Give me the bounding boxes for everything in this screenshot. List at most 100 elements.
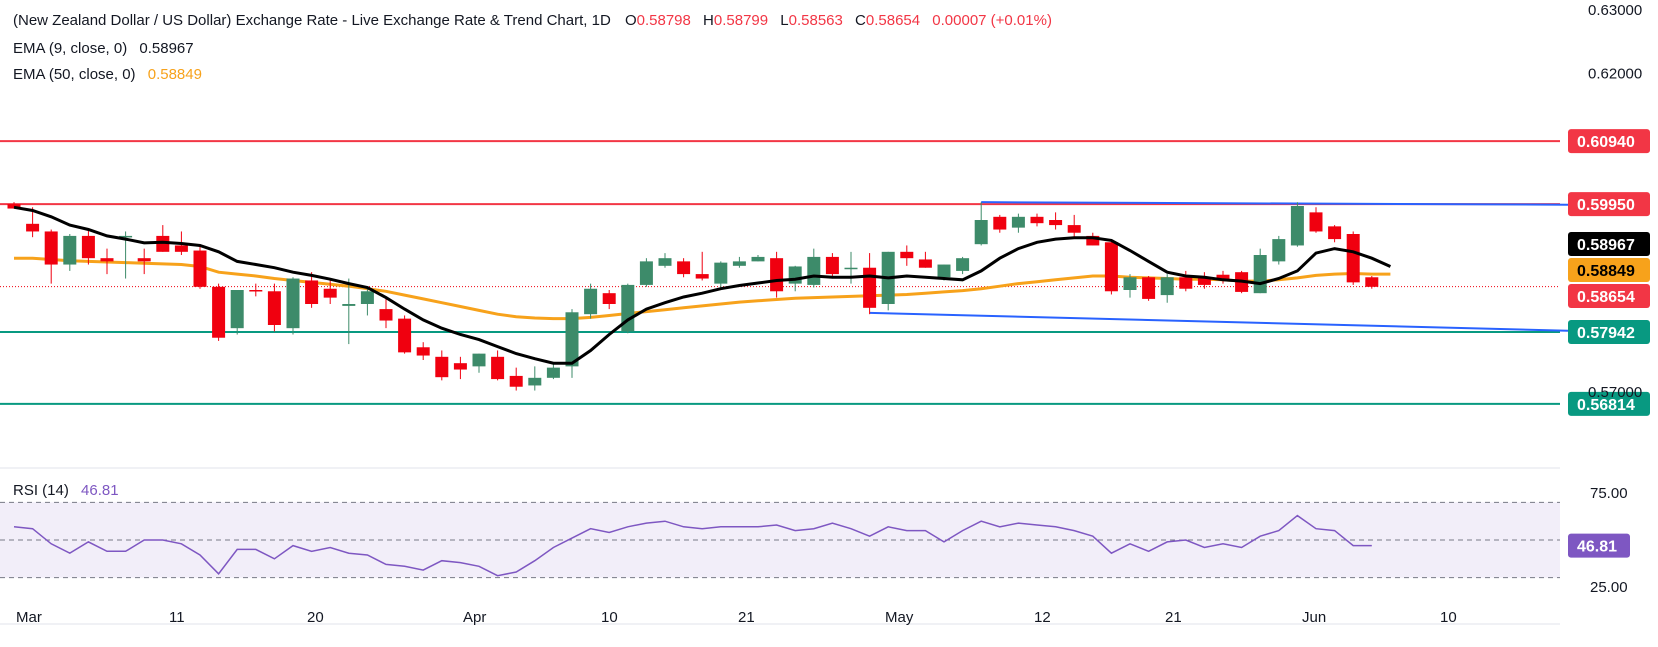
candle <box>639 258 653 287</box>
candle <box>602 290 616 310</box>
time-tick-label: 21 <box>1165 609 1182 626</box>
candle-body <box>342 304 356 306</box>
candle <box>844 251 858 284</box>
candle-body <box>286 278 300 329</box>
candle <box>305 272 319 308</box>
time-tick-label: 12 <box>1034 609 1051 626</box>
candle-body <box>100 258 114 262</box>
candle <box>249 283 263 297</box>
candle-body <box>416 347 430 356</box>
candle-body <box>472 353 486 367</box>
candle <box>1309 207 1323 233</box>
candle <box>956 256 970 275</box>
candle <box>621 283 635 334</box>
candle-body <box>230 290 244 329</box>
candle-body <box>360 291 374 304</box>
candle-body <box>863 267 877 308</box>
time-tick-label: 20 <box>307 609 324 626</box>
candle <box>974 202 988 246</box>
rsi-tick-label: 75.00 <box>1590 485 1628 502</box>
candle-body <box>1142 277 1156 299</box>
time-axis: Mar 11 20 Apr 10 21 May 12 21 Jun 10 <box>16 609 1457 626</box>
candle <box>1030 213 1044 227</box>
candle <box>863 253 877 315</box>
candle <box>565 309 579 378</box>
candle-body <box>1030 216 1044 224</box>
candle-body <box>81 235 95 259</box>
time-tick-label: 10 <box>601 609 618 626</box>
candle <box>807 248 821 288</box>
ohlc-low-value: 0.58563 <box>788 12 843 29</box>
candle-body <box>323 288 337 298</box>
candlestick-series <box>7 202 1379 391</box>
candle-body <box>639 261 653 285</box>
level-tag <box>1568 320 1650 344</box>
candle <box>323 278 337 304</box>
candle-body <box>1011 216 1025 228</box>
candle-body <box>807 256 821 285</box>
level-tag <box>1568 129 1650 154</box>
ohlc-high-label: H <box>703 12 714 29</box>
candle <box>44 229 58 284</box>
rsi-value-tag-label: 46.81 <box>1577 539 1617 556</box>
chart-header-line: (New Zealand Dollar / US Dollar) Exchang… <box>13 12 1052 29</box>
candle <box>993 214 1007 233</box>
level-tag-label: 0.60940 <box>1577 134 1635 151</box>
time-tick-label: 11 <box>169 609 185 626</box>
price-tick-label: 0.57000 <box>1588 384 1642 401</box>
candle-body <box>1197 277 1211 285</box>
candle-body <box>7 204 21 209</box>
time-tick-label: Mar <box>16 609 42 626</box>
rsi-panel: 75.00 25.00 46.81 <box>0 485 1630 596</box>
candle-body <box>1123 277 1137 290</box>
candle-body <box>453 363 467 370</box>
candle-body <box>658 258 672 266</box>
candle-body <box>956 258 970 271</box>
ema9-legend-value: 0.58967 <box>139 40 194 57</box>
candle-body <box>565 312 579 367</box>
candle <box>546 363 560 380</box>
candle-body <box>509 375 523 387</box>
candle-body <box>732 261 746 266</box>
ohlc-change: 0.00007 (+0.01%) <box>932 12 1052 29</box>
price-tag <box>1568 258 1650 282</box>
candle-body <box>174 245 188 252</box>
time-tick-label: 21 <box>738 609 755 626</box>
candle <box>751 255 765 262</box>
candle <box>714 261 728 289</box>
candle-body <box>193 250 207 287</box>
candle <box>1067 214 1081 238</box>
candle <box>918 251 932 268</box>
candle <box>137 248 151 275</box>
candle <box>230 290 244 335</box>
price-tag <box>1568 232 1650 256</box>
candle-body <box>918 259 932 268</box>
candle <box>1365 276 1379 289</box>
rsi-legend-label: RSI (14) <box>13 482 69 499</box>
candle-body <box>1179 277 1193 289</box>
candle <box>1104 240 1118 295</box>
chart-grid <box>0 467 1560 625</box>
candle-body <box>63 235 77 265</box>
candle <box>770 251 784 298</box>
candle <box>453 356 467 380</box>
candle-body <box>1049 220 1063 226</box>
level-tag <box>1568 192 1650 217</box>
candle <box>1346 231 1360 285</box>
candle-body <box>1309 212 1323 232</box>
level-tag-label: 0.56814 <box>1577 397 1635 414</box>
candle-body <box>602 293 616 304</box>
candle <box>584 283 598 319</box>
candle-body <box>825 256 839 275</box>
rsi-tick-label: 25.00 <box>1590 579 1628 596</box>
candle-body <box>398 318 412 353</box>
candle-body <box>937 264 951 278</box>
price-tick-label: 0.62000 <box>1588 66 1642 83</box>
time-tick-label: 10 <box>1440 609 1457 626</box>
candle <box>677 258 691 278</box>
candle <box>1272 235 1286 265</box>
candle <box>472 353 486 373</box>
candle <box>1049 212 1063 230</box>
candle-body <box>491 356 505 380</box>
